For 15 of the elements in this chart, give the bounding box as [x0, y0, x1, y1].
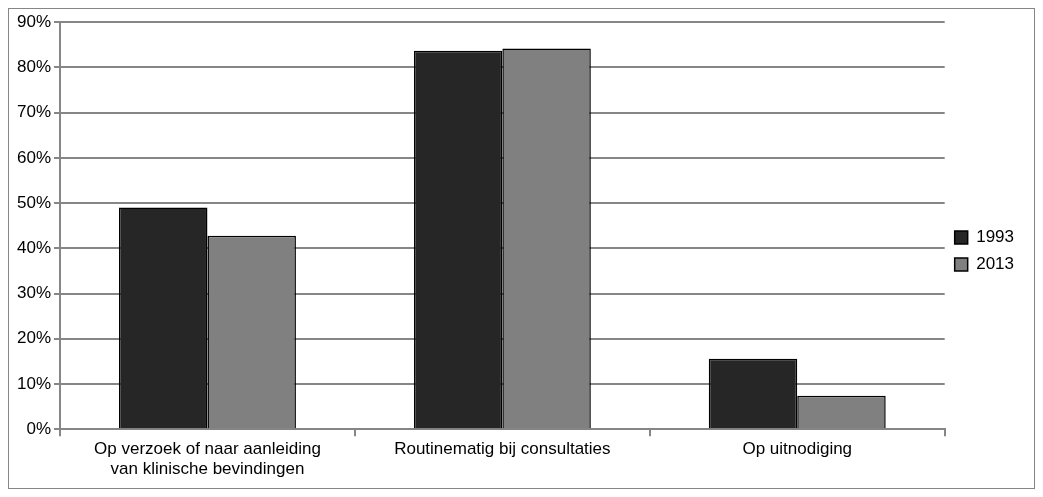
x-tick-label: Routinematig bij consultaties: [394, 439, 611, 459]
y-tick-label: 40%: [16, 238, 52, 257]
y-tick-label: 10%: [16, 373, 52, 393]
y-tick-label: 20%: [16, 328, 52, 348]
x-tick-label: Op verzoek of naar aanleiding van klinische bevindingen: [94, 439, 321, 479]
x-tick-label: Op uitnodiging: [742, 439, 853, 459]
y-tick-label: 70%: [16, 102, 52, 122]
legend-label: 1993: [976, 227, 1015, 247]
y-tick-label: 60%: [16, 147, 52, 167]
legend-label: 2013: [976, 254, 1015, 274]
y-tick-label: 90%: [16, 11, 52, 31]
y-tick-label: 30%: [16, 283, 52, 303]
y-tick-label: 50%: [16, 192, 52, 212]
y-tick-label: 0%: [26, 418, 52, 438]
y-tick-label: 80%: [16, 57, 52, 77]
